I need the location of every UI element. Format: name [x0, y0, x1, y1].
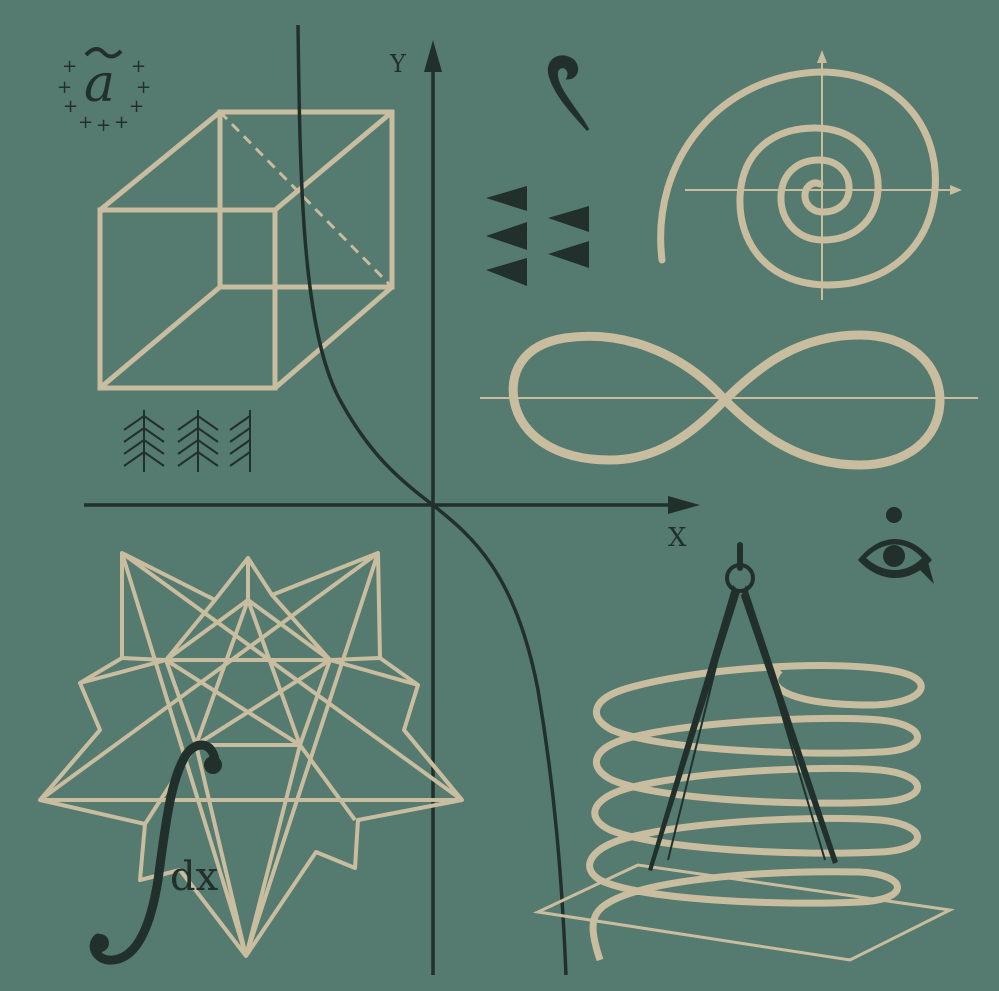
helix-icon [532, 662, 955, 962]
integral-text: dx [170, 854, 219, 900]
eye-icon [858, 507, 934, 584]
vector-symbol-icon: a +++ + + + +++ [57, 47, 151, 136]
cube-wireframe-icon [97, 109, 395, 391]
integral-icon: dx [89, 740, 222, 965]
spiral-icon [657, 50, 962, 300]
svg-text:+: + [114, 112, 129, 133]
triangle-pattern-icon [486, 186, 589, 286]
branch-pattern-icon [123, 410, 251, 472]
y-axis-label: Y [389, 50, 407, 78]
lemniscate-icon [480, 330, 978, 470]
svg-text:+: + [136, 77, 151, 98]
vector-label: a [84, 54, 115, 114]
x-axis-arrow [668, 496, 700, 514]
compass-icon [648, 542, 838, 871]
y-axis-arrow [424, 40, 442, 72]
svg-text:+: + [78, 112, 93, 133]
hyperbola-curve [296, 24, 568, 976]
svg-text:+: + [63, 96, 78, 117]
svg-text:+: + [62, 56, 77, 77]
plus-ring: +++ + + + +++ [57, 56, 151, 136]
curve-hook-icon [547, 55, 590, 131]
svg-text:+: + [57, 77, 72, 98]
svg-text:+: + [131, 56, 146, 77]
x-axis-label: X [668, 523, 687, 553]
coordinate-axes: Y X [84, 40, 700, 975]
svg-text:+: + [129, 96, 144, 117]
svg-text:+: + [96, 115, 111, 136]
